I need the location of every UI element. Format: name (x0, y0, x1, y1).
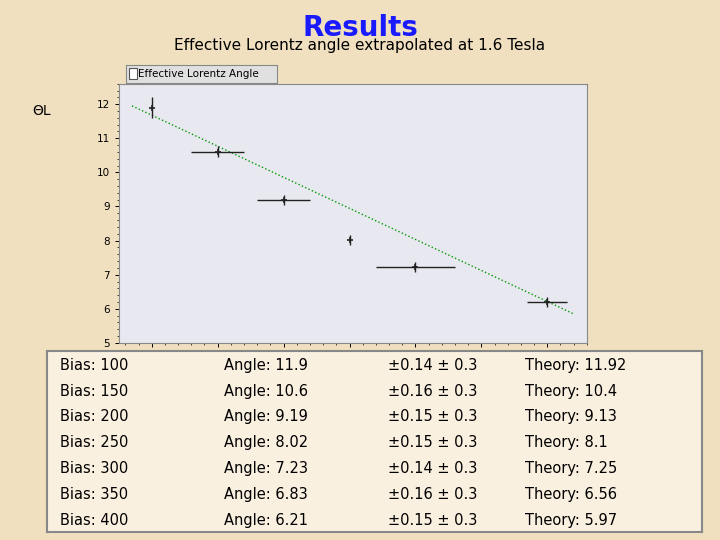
Text: Angle: 6.21: Angle: 6.21 (224, 513, 307, 528)
Text: Bias: 200: Bias: 200 (60, 409, 128, 424)
Text: Results: Results (302, 14, 418, 42)
Text: Bias: 250: Bias: 250 (60, 435, 128, 450)
Text: Angle: 11.9: Angle: 11.9 (224, 357, 307, 373)
Text: ±0.16 ± 0.3: ±0.16 ± 0.3 (387, 383, 477, 399)
Text: Bias: 300: Bias: 300 (60, 461, 128, 476)
Text: ±0.15 ± 0.3: ±0.15 ± 0.3 (387, 409, 477, 424)
Text: ±0.14 ± 0.3: ±0.14 ± 0.3 (387, 461, 477, 476)
Text: Bias: 150: Bias: 150 (60, 383, 128, 399)
Text: Effective Lorentz angle extrapolated at 1.6 Tesla: Effective Lorentz angle extrapolated at … (174, 38, 546, 53)
Text: ΘL: ΘL (32, 104, 51, 118)
Text: Angle: 6.83: Angle: 6.83 (224, 487, 307, 502)
Text: Angle: 7.23: Angle: 7.23 (224, 461, 307, 476)
Text: ±0.15 ± 0.3: ±0.15 ± 0.3 (387, 435, 477, 450)
Text: ±0.16 ± 0.3: ±0.16 ± 0.3 (387, 487, 477, 502)
Text: Theory: 11.92: Theory: 11.92 (525, 357, 626, 373)
Text: Theory: 5.97: Theory: 5.97 (525, 513, 617, 528)
Text: Theory: 8.1: Theory: 8.1 (525, 435, 608, 450)
Text: Bias: 100: Bias: 100 (60, 357, 128, 373)
Text: Angle: 9.19: Angle: 9.19 (224, 409, 307, 424)
Text: Theory: 9.13: Theory: 9.13 (525, 409, 617, 424)
Text: Effective Lorentz Angle: Effective Lorentz Angle (138, 69, 259, 79)
X-axis label: E [V]: E [V] (339, 364, 366, 375)
Text: Angle: 8.02: Angle: 8.02 (224, 435, 308, 450)
Text: ±0.15 ± 0.3: ±0.15 ± 0.3 (387, 513, 477, 528)
Text: ±0.14 ± 0.3: ±0.14 ± 0.3 (387, 357, 477, 373)
Text: Theory: 6.56: Theory: 6.56 (525, 487, 617, 502)
Bar (129, 69, 137, 79)
Text: Theory: 10.4: Theory: 10.4 (525, 383, 617, 399)
Text: Angle: 10.6: Angle: 10.6 (224, 383, 307, 399)
Text: Bias: 400: Bias: 400 (60, 513, 128, 528)
Text: Theory: 7.25: Theory: 7.25 (525, 461, 617, 476)
Text: Bias: 350: Bias: 350 (60, 487, 128, 502)
